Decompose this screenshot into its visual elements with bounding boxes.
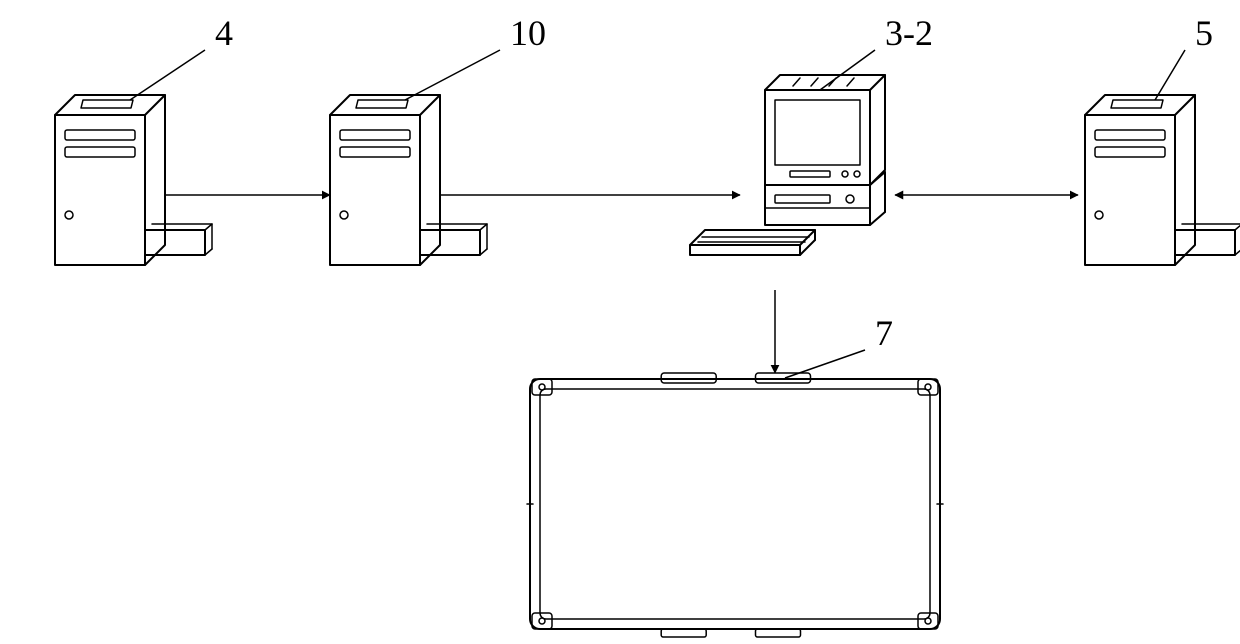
label-server5: 5 [1195, 13, 1213, 53]
node-server4 [55, 95, 212, 265]
leader-pc32 [820, 50, 875, 90]
leader-server10 [405, 50, 500, 100]
node-server5 [1085, 95, 1240, 265]
leader-screen7 [785, 350, 865, 378]
leader-server4 [130, 50, 205, 100]
label-pc32: 3-2 [885, 13, 933, 53]
leader-server5 [1155, 50, 1185, 100]
node-pc32 [690, 75, 885, 255]
node-server10 [330, 95, 487, 265]
label-screen7: 7 [875, 313, 893, 353]
node-screen7 [527, 373, 943, 637]
label-server10: 10 [510, 13, 546, 53]
label-server4: 4 [215, 13, 233, 53]
